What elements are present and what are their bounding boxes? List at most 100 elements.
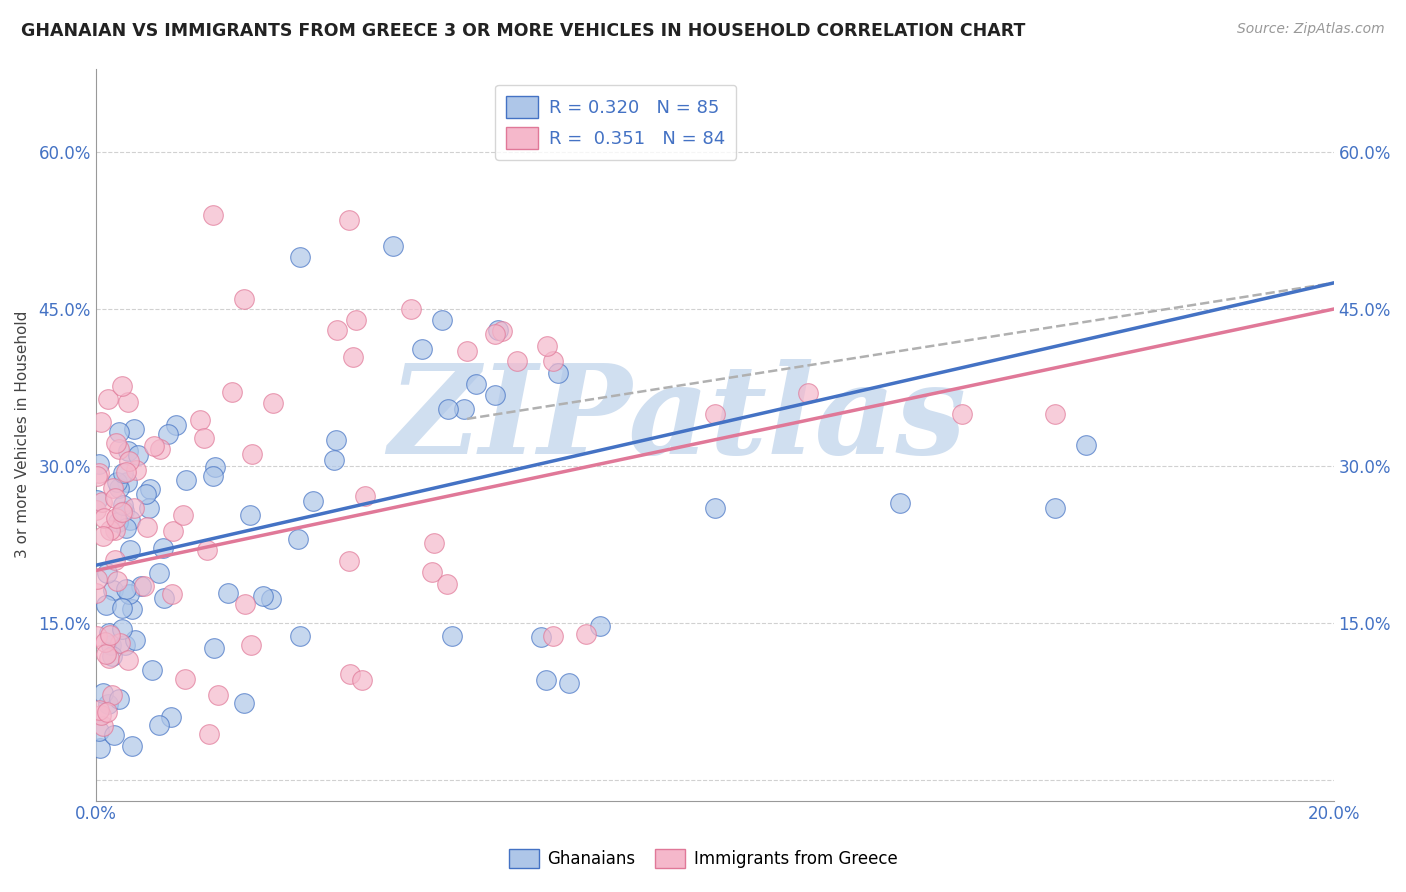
Point: [574, 627, 596, 641]
Point: [112, 504, 135, 518]
Point: [100, 638, 122, 652]
Point: [97, 392, 120, 406]
Text: Source: ZipAtlas.com: Source: ZipAtlas.com: [1237, 22, 1385, 37]
Point: [440, 629, 463, 643]
Point: [118, 543, 141, 558]
Point: [202, 208, 225, 222]
Point: [111, 505, 134, 519]
Point: [134, 487, 156, 501]
Point: [465, 377, 488, 392]
Point: [233, 292, 256, 306]
Point: [87, 703, 110, 717]
Y-axis label: 3 or more Vehicles in Household: 3 or more Vehicles in Household: [15, 311, 30, 558]
Point: [98, 523, 121, 537]
Point: [453, 401, 475, 416]
Point: [89, 723, 111, 738]
Point: [97, 698, 120, 712]
Point: [115, 521, 138, 535]
Point: [115, 465, 138, 479]
Point: [201, 469, 224, 483]
Point: [401, 301, 423, 316]
Point: [153, 591, 176, 606]
Point: [325, 434, 347, 448]
Point: [541, 629, 564, 643]
Point: [950, 407, 973, 421]
Point: [204, 640, 226, 655]
Point: [91, 686, 114, 700]
Point: [117, 653, 139, 667]
Point: [207, 688, 229, 702]
Point: [111, 498, 134, 512]
Point: [288, 250, 311, 264]
Point: [97, 626, 120, 640]
Point: [411, 343, 433, 357]
Point: [486, 323, 509, 337]
Point: [350, 673, 373, 687]
Point: [149, 442, 172, 456]
Point: [204, 459, 226, 474]
Point: [86, 629, 108, 643]
Point: [217, 586, 239, 600]
Point: [162, 524, 184, 538]
Point: [104, 491, 127, 505]
Point: [124, 501, 146, 516]
Point: [101, 583, 124, 598]
Point: [484, 327, 506, 342]
Point: [157, 427, 180, 442]
Point: [91, 495, 114, 509]
Point: [117, 444, 139, 458]
Point: [105, 511, 128, 525]
Point: [174, 673, 197, 687]
Point: [420, 565, 443, 579]
Point: [536, 673, 558, 687]
Point: [239, 638, 262, 652]
Point: [233, 696, 256, 710]
Point: [339, 666, 361, 681]
Point: [198, 727, 221, 741]
Point: [302, 493, 325, 508]
Point: [491, 325, 513, 339]
Point: [132, 578, 155, 592]
Point: [432, 312, 454, 326]
Point: [111, 379, 134, 393]
Point: [260, 591, 283, 606]
Point: [172, 508, 194, 523]
Point: [107, 481, 129, 495]
Point: [889, 495, 911, 509]
Point: [288, 629, 311, 643]
Point: [114, 638, 136, 652]
Point: [456, 343, 478, 358]
Point: [193, 431, 215, 445]
Point: [93, 511, 115, 525]
Point: [118, 587, 141, 601]
Point: [139, 482, 162, 496]
Point: [422, 536, 444, 550]
Point: [381, 239, 404, 253]
Point: [100, 648, 122, 663]
Point: [174, 474, 197, 488]
Point: [703, 500, 725, 515]
Point: [101, 688, 124, 702]
Point: [108, 636, 131, 650]
Point: [89, 740, 111, 755]
Point: [90, 415, 112, 429]
Point: [703, 407, 725, 421]
Point: [159, 710, 181, 724]
Point: [287, 532, 309, 546]
Point: [101, 481, 124, 495]
Point: [557, 676, 579, 690]
Point: [339, 213, 361, 227]
Point: [127, 448, 149, 462]
Point: [484, 388, 506, 402]
Point: [138, 501, 160, 516]
Point: [530, 631, 553, 645]
Point: [86, 572, 108, 586]
Point: [796, 385, 818, 400]
Point: [121, 602, 143, 616]
Point: [1043, 407, 1066, 421]
Point: [107, 692, 129, 706]
Text: ZIPatlas: ZIPatlas: [388, 359, 966, 481]
Point: [84, 586, 107, 600]
Point: [120, 513, 142, 527]
Point: [111, 622, 134, 636]
